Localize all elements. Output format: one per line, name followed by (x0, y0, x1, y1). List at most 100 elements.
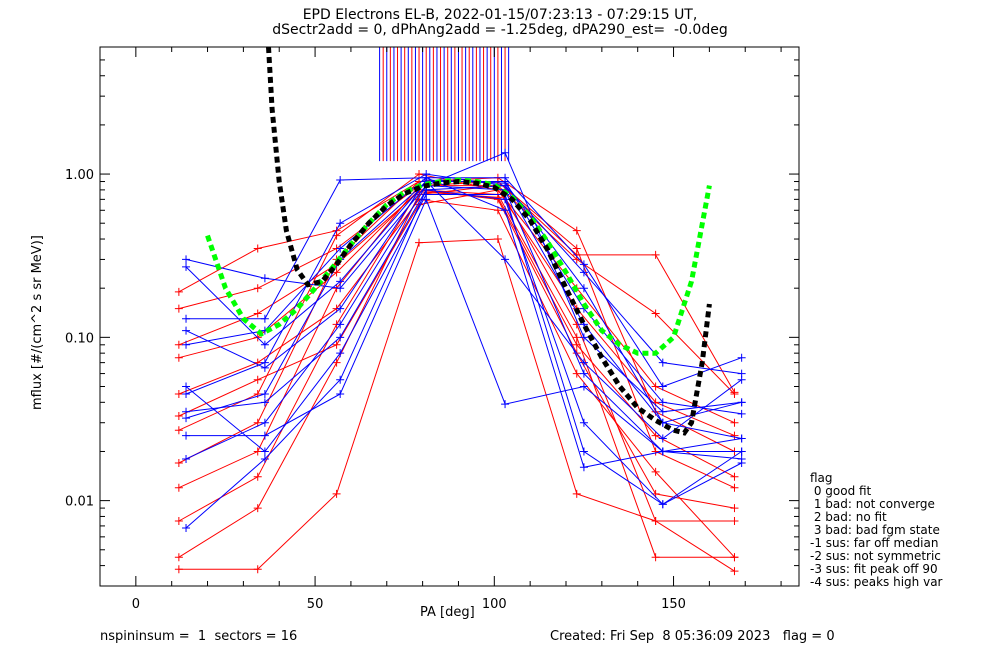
data-point-marker (182, 389, 191, 398)
series-line (178, 173, 735, 431)
data-point-marker (501, 400, 510, 409)
data-point-marker (579, 369, 588, 378)
y-tick-label: 1.00 (65, 168, 94, 183)
x-tick-label: 0 (132, 597, 140, 612)
data-point-marker (737, 398, 746, 407)
data-point-marker (501, 179, 510, 188)
data-point-marker (737, 447, 746, 456)
data-point-marker (260, 363, 269, 372)
data-point-marker (579, 268, 588, 277)
data-point-marker (730, 418, 739, 427)
data-point-marker (174, 304, 183, 313)
data-point-marker (182, 340, 191, 349)
data-point-marker (651, 309, 660, 318)
data-point-marker (651, 447, 660, 456)
data-point-marker (579, 463, 588, 472)
data-point-marker (253, 447, 262, 456)
data-point-marker (260, 340, 269, 349)
series-line (185, 185, 742, 460)
data-point-marker (336, 244, 345, 253)
data-point-marker (336, 389, 345, 398)
data-point-marker (336, 284, 345, 293)
data-point-marker (174, 411, 183, 420)
data-point-marker (501, 148, 510, 157)
series-line (185, 185, 742, 439)
data-point-marker (336, 349, 345, 358)
data-point-marker (572, 226, 581, 235)
data-point-marker (253, 472, 262, 481)
data-point-marker (260, 447, 269, 456)
data-point-marker (336, 304, 345, 313)
axis-ticks: 0 50 100 150 0.01 0.10 1.00 (65, 46, 799, 612)
flag-legend-item: 2 bad: no fit (810, 510, 887, 524)
data-point-marker (182, 431, 191, 440)
flag-legend-item: 3 bad: bad fgm state (810, 523, 940, 537)
data-point-marker (579, 284, 588, 293)
data-point-marker (174, 353, 183, 362)
series-line (178, 238, 735, 572)
data-point-marker (579, 260, 588, 269)
data-point-marker (182, 407, 191, 416)
data-point-marker (182, 314, 191, 323)
flag-legend-item: 1 bad: not converge (810, 497, 935, 511)
series-line (178, 185, 735, 395)
data-point-marker (579, 418, 588, 427)
data-point-marker (572, 369, 581, 378)
data-point-marker (737, 454, 746, 463)
data-point-marker (174, 483, 183, 492)
data-point-marker (737, 434, 746, 443)
data-point-marker (332, 340, 341, 349)
series-line (185, 181, 742, 419)
data-point-marker (730, 483, 739, 492)
series-line (178, 189, 735, 558)
data-point-marker (253, 418, 262, 427)
data-point-marker (730, 388, 739, 397)
flag-legend-heading: flag (810, 471, 833, 485)
x-axis-label: PA [deg] (420, 605, 475, 620)
data-point-marker (730, 553, 739, 562)
data-point-marker (336, 175, 345, 184)
series-line (178, 185, 735, 558)
data-point-marker (658, 382, 667, 391)
data-point-marker (182, 523, 191, 532)
data-point-marker (260, 431, 269, 440)
data-point-marker (182, 262, 191, 271)
data-point-marker (260, 418, 269, 427)
x-tick-label: 100 (482, 597, 507, 612)
series-line (185, 173, 742, 395)
flag-legend-item: -1 sus: far off median (810, 536, 939, 550)
data-point-marker (415, 238, 424, 247)
data-point-marker (730, 517, 739, 526)
data-point-marker (658, 358, 667, 367)
data-point-marker (253, 284, 262, 293)
y-tick-label: 0.01 (65, 495, 94, 510)
data-point-marker (572, 489, 581, 498)
series-line (178, 181, 735, 393)
data-point-marker (174, 287, 183, 296)
fit-curve-black (266, 46, 712, 436)
spike-lines (379, 47, 510, 162)
data-point-marker (730, 567, 739, 576)
data-point-marker (336, 375, 345, 384)
data-point-marker (336, 333, 345, 342)
data-point-marker (501, 206, 510, 215)
data-point-marker (174, 389, 183, 398)
data-point-marker (651, 382, 660, 391)
data-point-marker (658, 447, 667, 456)
data-point-marker (730, 504, 739, 513)
data-point-marker (336, 277, 345, 286)
data-point-marker (332, 489, 341, 498)
data-point-marker (332, 268, 341, 277)
data-point-marker (182, 255, 191, 264)
data-point-marker (253, 504, 262, 513)
series-line (186, 198, 742, 460)
series-line (185, 194, 742, 505)
data-point-marker (182, 382, 191, 391)
data-point-marker (332, 358, 341, 367)
data-point-marker (260, 398, 269, 407)
data-point-marker (651, 517, 660, 526)
data-point-marker (174, 458, 183, 467)
data-point-marker (253, 244, 262, 253)
footer-left: nspininsum = 1 sectors = 16 (100, 629, 298, 644)
